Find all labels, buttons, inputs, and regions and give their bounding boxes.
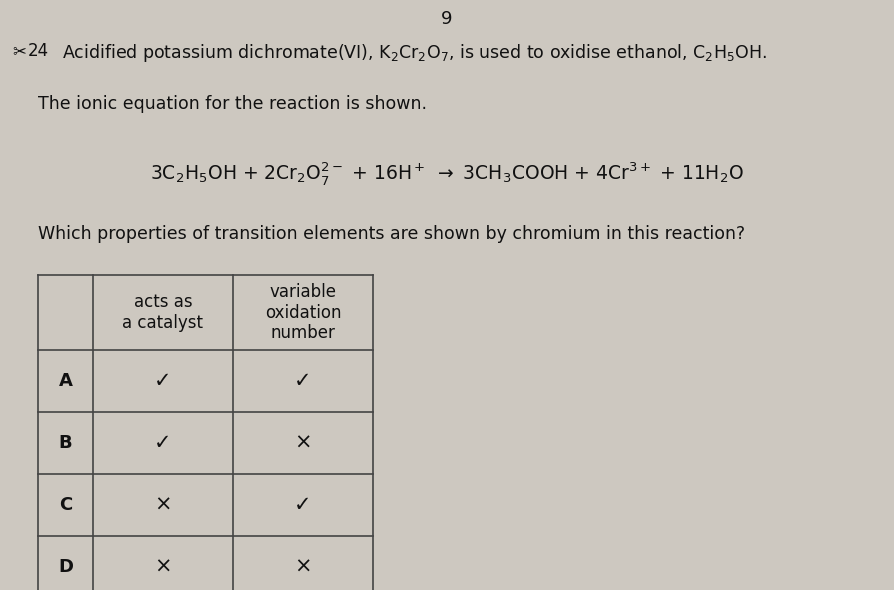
Text: B: B: [59, 434, 72, 452]
Text: The ionic equation for the reaction is shown.: The ionic equation for the reaction is s…: [38, 95, 427, 113]
Text: ×: ×: [155, 495, 172, 515]
Text: ×: ×: [155, 557, 172, 577]
Text: ✓: ✓: [294, 495, 312, 515]
Text: variable
oxidation
number: variable oxidation number: [265, 283, 342, 342]
Text: ✓: ✓: [294, 371, 312, 391]
Text: acts as
a catalyst: acts as a catalyst: [122, 293, 204, 332]
Text: ×: ×: [294, 433, 312, 453]
Text: ✂: ✂: [12, 42, 26, 60]
Text: ×: ×: [294, 557, 312, 577]
Text: 9: 9: [442, 10, 452, 28]
Text: ✓: ✓: [155, 433, 172, 453]
Text: Which properties of transition elements are shown by chromium in this reaction?: Which properties of transition elements …: [38, 225, 745, 243]
Text: Acidified potassium dichromate(VI), K$_2$Cr$_2$O$_7$, is used to oxidise ethanol: Acidified potassium dichromate(VI), K$_2…: [62, 42, 767, 64]
Text: D: D: [58, 558, 73, 576]
Text: ✓: ✓: [155, 371, 172, 391]
Text: A: A: [59, 372, 72, 390]
Text: 24: 24: [28, 42, 49, 60]
Text: C: C: [59, 496, 72, 514]
Text: 3C$_2$H$_5$OH + 2Cr$_2$O$_7^{2-}$ + 16H$^+$ $\rightarrow$ 3CH$_3$COOH + 4Cr$^{3+: 3C$_2$H$_5$OH + 2Cr$_2$O$_7^{2-}$ + 16H$…: [150, 160, 744, 187]
